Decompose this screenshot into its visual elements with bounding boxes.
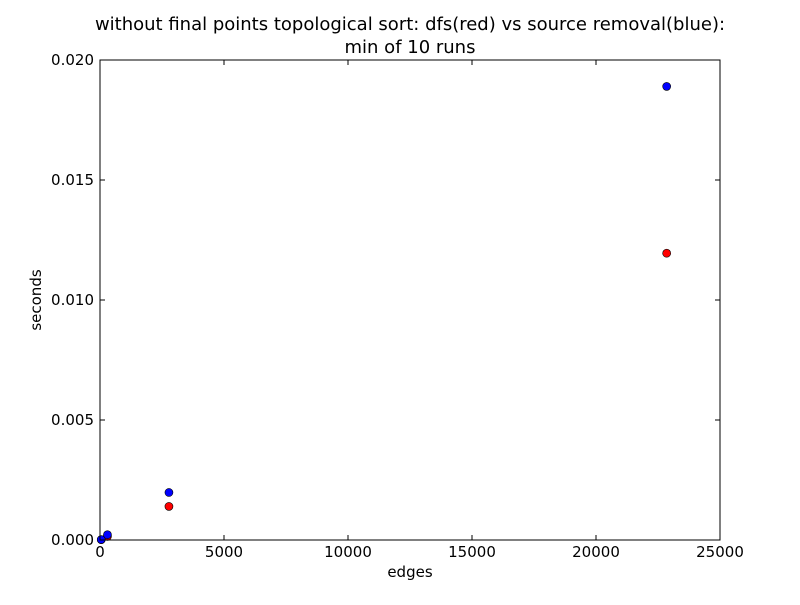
x-tick-label: 20000 (572, 543, 620, 561)
data-point-blue (164, 488, 174, 497)
x-axis-label: edges (387, 563, 433, 581)
y-tick-label: 0.000 (51, 531, 94, 549)
x-tick-label: 0 (95, 543, 105, 561)
data-point-red (164, 502, 174, 511)
x-tick-label: 15000 (448, 543, 496, 561)
y-axis-label: seconds (27, 269, 45, 330)
x-tick-label: 5000 (205, 543, 243, 561)
x-tick-label: 10000 (324, 543, 372, 561)
y-tick-label: 0.005 (51, 411, 94, 429)
axis-ticks: 0 5000 10000 15000 20000 25000 0.000 0.005 0.010… (51, 51, 744, 561)
plot-frame (99, 59, 721, 541)
data-point-red (662, 248, 671, 258)
y-tick-label: 0.010 (51, 291, 94, 309)
x-tick-label: 25000 (696, 543, 744, 561)
y-tick-label: 0.020 (51, 51, 94, 69)
chart-title-line-1: without final points topological sort: d… (95, 14, 725, 35)
data-point-blue (103, 530, 112, 540)
y-tick-label: 0.015 (51, 171, 94, 189)
chart-title-line-2: min of 10 runs (345, 37, 476, 58)
data-point-blue (662, 82, 671, 91)
